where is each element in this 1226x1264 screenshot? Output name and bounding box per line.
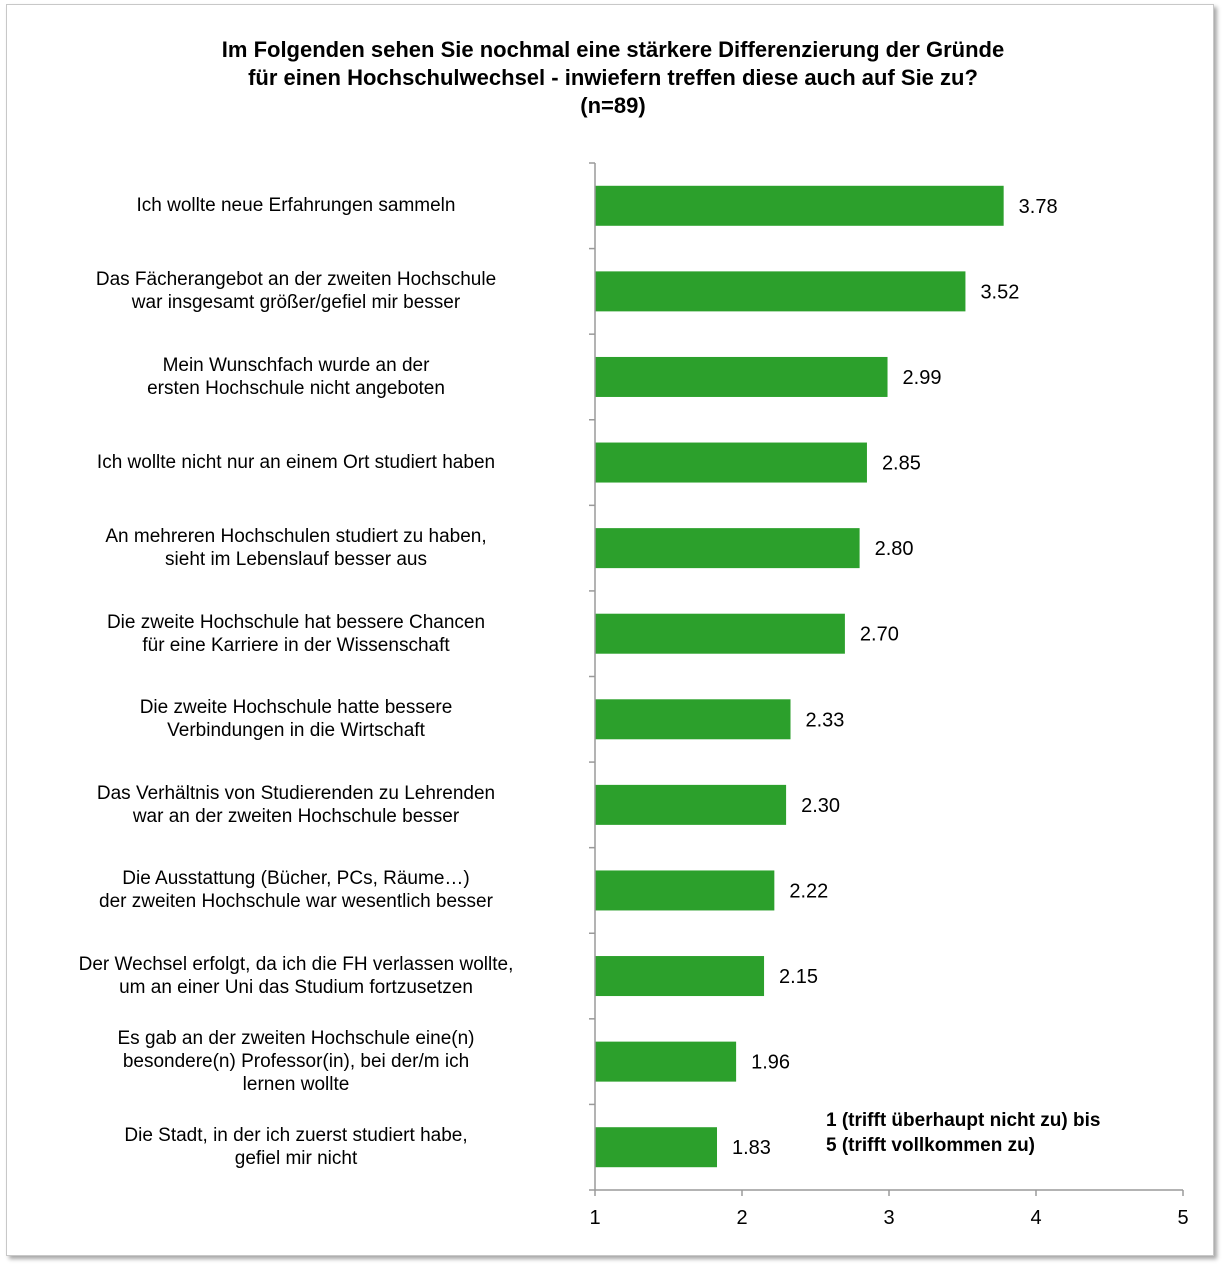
value-label: 2.99	[903, 367, 942, 389]
bar	[595, 271, 966, 312]
category-label: Das Verhältnis von Studierenden zu Lehre…	[16, 782, 576, 828]
chart-title-line-3: (n=89)	[580, 93, 646, 118]
value-label: 2.33	[806, 709, 845, 731]
category-label-line: Das Verhältnis von Studierenden zu Lehre…	[96, 782, 496, 804]
category-label-line: war insgesamt größer/gefiel mir besser	[131, 292, 461, 314]
category-label-line: Die zweite Hochschule hatte bessere	[139, 697, 453, 719]
category-label: Das Fächerangebot an der zweiten Hochsch…	[16, 268, 576, 314]
category-label-line: Verbindungen in die Wirtschaft	[167, 720, 425, 742]
category-label-line: sieht im Lebenslauf besser aus	[165, 549, 427, 571]
category-label: Die zweite Hochschule hatte bessere Verbi…	[16, 696, 576, 742]
category-label: An mehreren Hochschulen studiert zu habe…	[16, 525, 576, 571]
x-tick-label: 5	[1177, 1207, 1188, 1229]
category-label: Mein Wunschfach wurde an der ersten Hochs…	[16, 354, 576, 400]
bar	[595, 956, 765, 997]
category-label-line: Das Fächerangebot an der zweiten Hochsch…	[95, 269, 497, 291]
value-label: 2.30	[801, 795, 840, 817]
chart-title-line-2: für einen Hochschulwechsel - inwiefern t…	[248, 65, 978, 90]
category-label-line: lernen wollte	[242, 1074, 350, 1096]
value-label: 3.78	[1019, 196, 1058, 218]
category-label-line: Die zweite Hochschule hat bessere Chance…	[106, 611, 486, 633]
bar	[595, 442, 867, 483]
bar	[595, 1041, 737, 1082]
bar	[595, 185, 1004, 226]
value-label: 3.52	[980, 281, 1019, 303]
value-label: 2.22	[789, 880, 828, 902]
category-label-line: An mehreren Hochschulen studiert zu habe…	[105, 526, 487, 548]
value-label: 2.70	[860, 624, 899, 646]
bar	[595, 784, 787, 825]
value-label: 2.15	[779, 966, 818, 988]
category-label: Ich wollte nicht nur an einem Ort studie…	[16, 451, 576, 474]
category-label-line: Ich wollte neue Erfahrungen sammeln	[136, 195, 456, 217]
category-label-line: für eine Karriere in der Wissenschaft	[142, 634, 450, 656]
category-label: Der Wechsel erfolgt, da ich die FH verla…	[16, 953, 576, 999]
bar	[595, 870, 775, 911]
category-label-line: Der Wechsel erfolgt, da ich die FH verla…	[78, 954, 514, 976]
category-label: Die zweite Hochschule hat bessere Chance…	[16, 611, 576, 657]
scale-note-line-2: 5 (trifft vollkommen zu)	[826, 1135, 1036, 1156]
scale-note-line-1: 1 (trifft überhaupt nicht zu) bis	[826, 1110, 1101, 1131]
bar	[595, 699, 791, 740]
x-tick-label: 1	[589, 1207, 600, 1229]
x-tick-label: 3	[883, 1207, 894, 1229]
bar	[595, 1127, 718, 1168]
bar	[595, 356, 888, 397]
category-label-line: um an einer Uni das Studium fortzusetzen	[119, 977, 473, 999]
category-label: Die Ausstattung (Bücher, PCs, Räume…) der…	[16, 867, 576, 913]
category-label: Es gab an der zweiten Hochschule eine(n)…	[16, 1027, 576, 1096]
category-label: Ich wollte neue Erfahrungen sammeln	[16, 194, 576, 217]
category-label-line: Es gab an der zweiten Hochschule eine(n)	[117, 1028, 475, 1050]
x-tick-label: 4	[1030, 1207, 1041, 1229]
category-label-line: war an der zweiten Hochschule besser	[132, 805, 460, 827]
value-label: 2.85	[882, 453, 921, 475]
chart-title-line-1: Im Folgenden sehen Sie nochmal eine stär…	[221, 37, 1005, 62]
category-label-line: gefiel mir nicht	[234, 1148, 358, 1170]
value-label: 1.96	[751, 1052, 790, 1074]
bar	[595, 528, 860, 569]
category-label: Die Stadt, in der ich zuerst studiert ha…	[16, 1124, 576, 1170]
category-label-line: Ich wollte nicht nur an einem Ort studie…	[96, 452, 496, 474]
category-label-line: Mein Wunschfach wurde an der	[162, 354, 430, 376]
scale-note: 1 (trifft überhaupt nicht zu) bis 5 (tri…	[826, 1108, 1100, 1158]
chart-title: Im Folgenden sehen Sie nochmal eine stär…	[0, 36, 1226, 120]
category-label-line: besondere(n) Professor(in), bei der/m ic…	[122, 1051, 470, 1073]
category-label-line: ersten Hochschule nicht angeboten	[147, 377, 445, 399]
x-tick-label: 2	[736, 1207, 747, 1229]
value-label: 2.80	[875, 538, 914, 560]
bar	[595, 613, 845, 654]
category-label-line: der zweiten Hochschule war wesentlich be…	[99, 891, 493, 913]
category-label-line: Die Stadt, in der ich zuerst studiert ha…	[124, 1125, 468, 1147]
category-label-line: Die Ausstattung (Bücher, PCs, Räume…)	[122, 868, 470, 890]
value-label: 1.83	[732, 1137, 771, 1159]
